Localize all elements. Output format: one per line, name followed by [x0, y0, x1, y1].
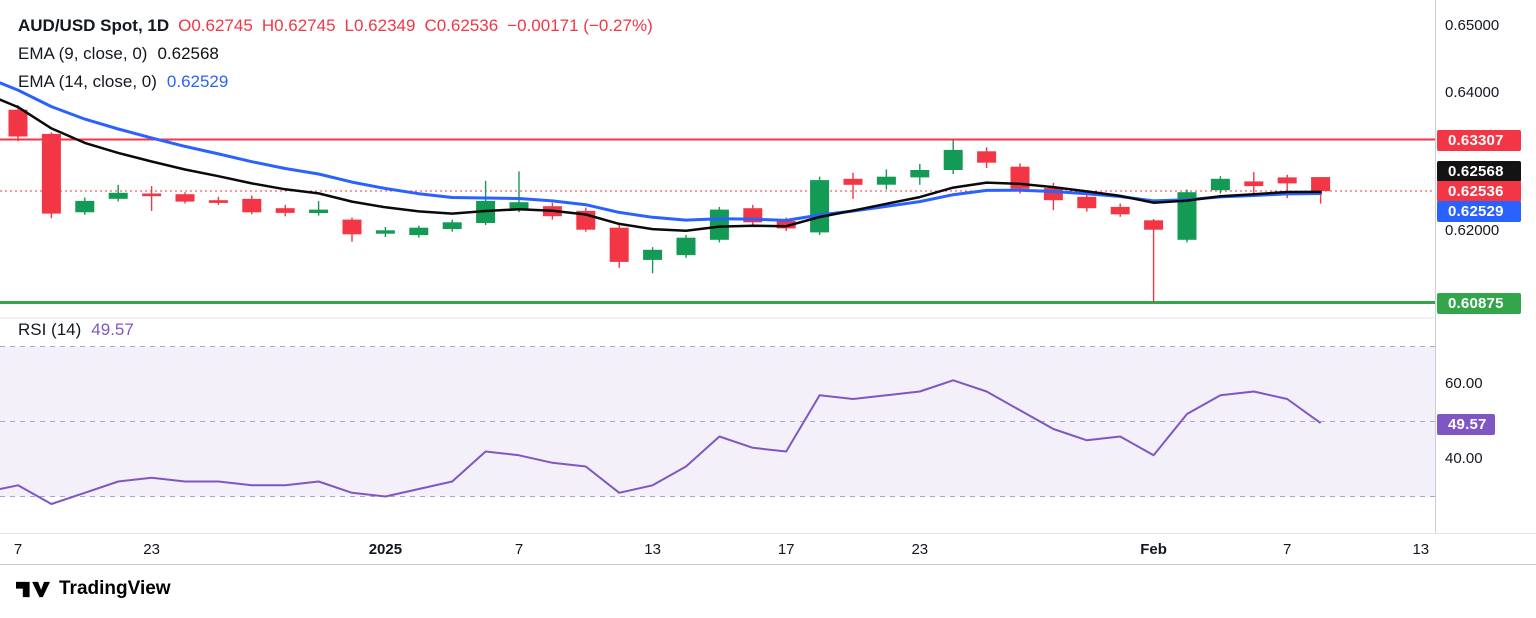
symbol-legend-row[interactable]: AUD/USD Spot, 1D O0.62745 H0.62745 L0.62… [18, 12, 653, 40]
time-label-Feb: Feb [1140, 541, 1167, 558]
candle-body[interactable] [1177, 192, 1197, 240]
price-badge-0.60875: 0.60875 [1437, 292, 1521, 314]
time-label-23: 23 [143, 541, 160, 558]
time-label-7: 7 [1283, 541, 1292, 558]
candle-body[interactable] [41, 133, 61, 214]
rsi-line [0, 379, 1322, 505]
time-label-7: 7 [514, 541, 524, 558]
candle-body[interactable] [8, 109, 28, 137]
candle-body[interactable] [709, 209, 729, 240]
candle-body[interactable] [810, 180, 830, 233]
price-axis-scale[interactable]: 0.65000 0.64000 0.62000 60.00 40.00 0.63307 0.… [1435, 0, 1536, 565]
candle-body[interactable] [1077, 196, 1097, 209]
ema14-line [0, 81, 1323, 222]
ohlc-low: L0.62349 [344, 16, 416, 35]
ohlc-change: −0.00171 (−0.27%) [507, 16, 653, 35]
candle-body[interactable] [509, 202, 529, 210]
rsi-legend-row[interactable]: RSI (14) 49.57 [18, 320, 134, 340]
candle-body[interactable] [776, 221, 796, 229]
rsi-band [0, 346, 1435, 497]
ema9-legend-row[interactable]: EMA (9, close, 0) 0.62568 [18, 40, 653, 68]
rsi-axis-label-40.00: 40.00 [1445, 450, 1483, 467]
candle-body[interactable] [442, 222, 462, 229]
candle-body[interactable] [75, 200, 95, 213]
time-label-7: 7 [13, 541, 23, 558]
candle-body[interactable] [142, 193, 162, 197]
candle-body[interactable] [342, 219, 362, 235]
candle-body[interactable] [375, 230, 395, 234]
time-label-13: 13 [1412, 541, 1430, 558]
price-badge-0.63307: 0.63307 [1437, 129, 1521, 151]
price-badge-0.62536: 0.62536 [1437, 180, 1521, 202]
rsi-badge-49.57: 49.57 [1437, 413, 1495, 435]
tradingview-logo-icon[interactable] [16, 579, 50, 600]
price-badge-0.62529: 0.62529 [1437, 200, 1521, 222]
candle-body[interactable] [676, 237, 696, 256]
time-label-2025: 2025 [368, 541, 403, 558]
price-badge-0.62568: 0.62568 [1437, 160, 1521, 182]
ema9-value: 0.62568 [157, 44, 219, 63]
candle-body[interactable] [943, 149, 963, 170]
candle-body[interactable] [275, 208, 295, 213]
candle-body[interactable] [208, 200, 228, 203]
time-label-17: 17 [777, 541, 795, 558]
price-label-0.64000: 0.64000 [1445, 84, 1500, 101]
ema14-label: EMA (14, close, 0) [18, 72, 157, 91]
ema9-line [0, 98, 1322, 233]
ema9-label: EMA (9, close, 0) [18, 44, 148, 63]
time-label-13: 13 [644, 541, 661, 558]
candle-body[interactable] [1277, 177, 1297, 184]
tradingview-brand-text[interactable]: TradingView [59, 578, 171, 599]
candle-body[interactable] [1311, 177, 1331, 192]
time-axis-scale[interactable]: 7 23 2025 7 13 17 23 Feb 7 13 [0, 533, 1536, 565]
rsi-axis-label-60.00: 60.00 [1445, 375, 1483, 392]
rsi-label: RSI (14) [18, 320, 82, 339]
symbol-title: AUD/USD Spot, 1D [18, 16, 170, 35]
price-label-0.65000: 0.65000 [1445, 17, 1500, 34]
ohlc-open: O0.62745 [178, 16, 253, 35]
ohlc-high: H0.62745 [261, 16, 336, 35]
candle-body[interactable] [175, 194, 195, 202]
candle-body[interactable] [609, 227, 629, 262]
candle-body[interactable] [876, 176, 896, 185]
rsi-value: 49.57 [91, 320, 134, 339]
ema14-value: 0.62529 [166, 72, 229, 91]
time-label-23: 23 [911, 541, 929, 558]
ohlc-close: C0.62536 [424, 16, 499, 35]
candle-body[interactable] [108, 192, 128, 199]
candle-body[interactable] [309, 209, 329, 213]
candle-body[interactable] [1244, 181, 1264, 187]
candle-body[interactable] [843, 178, 863, 185]
ema14-legend-row[interactable]: EMA (14, close, 0) 0.62529 [18, 68, 653, 96]
candle-body[interactable] [1210, 178, 1230, 191]
candle-body[interactable] [1144, 220, 1164, 230]
main-pane-legend: AUD/USD Spot, 1D O0.62745 H0.62745 L0.62… [18, 12, 653, 96]
candle-body[interactable] [242, 198, 262, 213]
candle-body[interactable] [910, 170, 930, 178]
candle-body[interactable] [1110, 206, 1130, 215]
price-label-0.62000: 0.62000 [1445, 222, 1500, 239]
candle-body[interactable] [409, 227, 429, 236]
footer-branding: TradingView [16, 578, 171, 600]
candle-body[interactable] [643, 249, 663, 260]
candle-body[interactable] [977, 151, 997, 163]
